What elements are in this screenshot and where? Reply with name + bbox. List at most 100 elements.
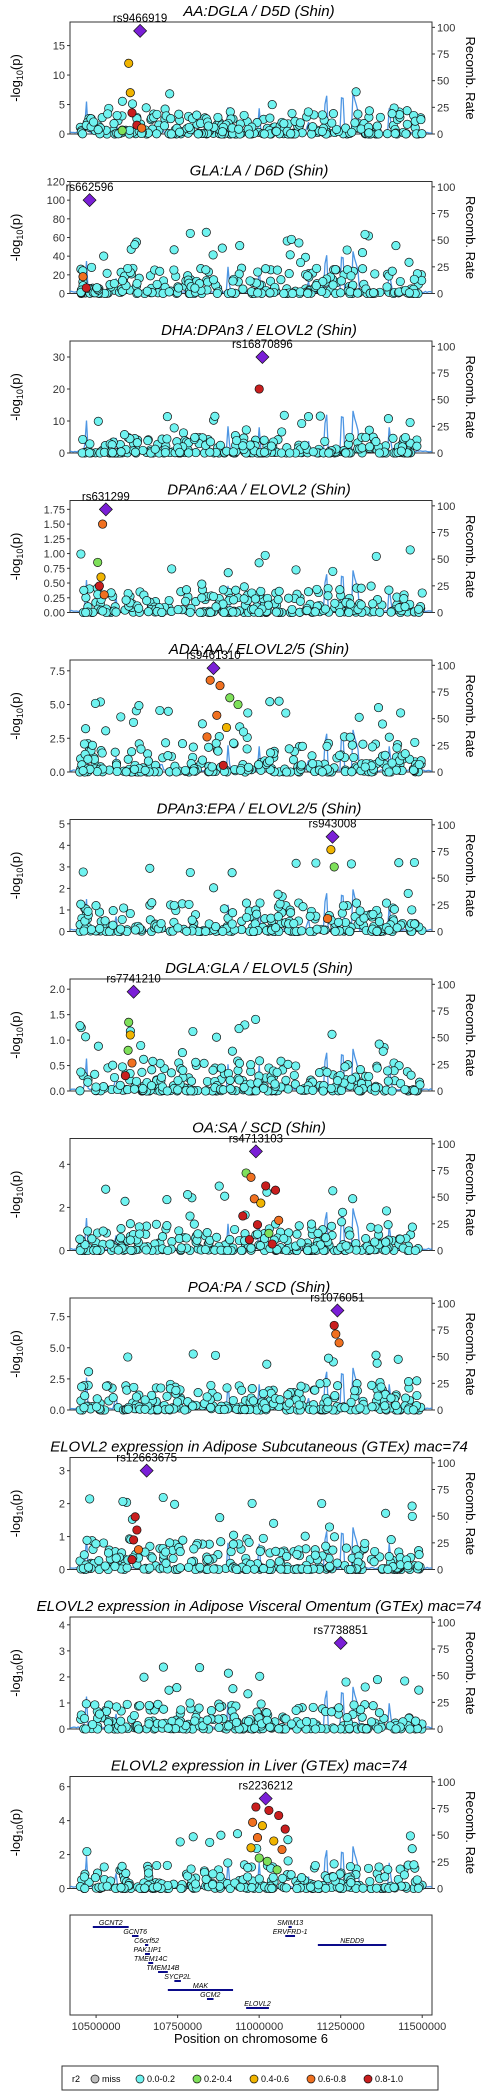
snp-point	[239, 594, 249, 604]
snp-point	[208, 1880, 218, 1890]
snp-point	[297, 741, 308, 751]
snp-point	[350, 1386, 360, 1396]
snp-point	[243, 1872, 253, 1882]
snp-point	[183, 1190, 193, 1200]
y-tick-label: 3	[59, 862, 65, 874]
recomb-tick-label: 50	[437, 395, 449, 407]
snp-point	[181, 585, 192, 595]
snp-point	[188, 1026, 198, 1037]
snp-point	[375, 607, 385, 617]
snp-point	[287, 108, 297, 118]
snp-point	[255, 1056, 265, 1066]
snp-point	[371, 1350, 381, 1360]
snp-point	[165, 1538, 175, 1548]
snp-point	[218, 585, 228, 595]
snp-point	[292, 1229, 302, 1239]
y-tick-label: 0	[59, 927, 65, 939]
snp-point	[372, 1358, 382, 1368]
snp-point	[370, 1546, 380, 1557]
snp-point	[182, 926, 192, 936]
snp-point	[283, 1390, 293, 1400]
snp-point	[328, 1545, 338, 1555]
snp-point	[164, 595, 174, 606]
snp-point	[90, 698, 100, 708]
snp-point	[383, 1076, 393, 1086]
snp-point	[169, 265, 179, 275]
snp-point	[208, 591, 219, 602]
snp-point	[144, 1719, 154, 1729]
snp-point	[361, 432, 371, 443]
recomb-tick-label: 100	[437, 1139, 455, 1151]
snp-point	[192, 110, 202, 120]
snp-point	[239, 110, 249, 120]
snp-point	[122, 1563, 132, 1573]
snp-point	[383, 414, 393, 424]
gene-label: SMIM13	[277, 1920, 303, 1927]
snp-point	[387, 758, 397, 768]
snp-point	[265, 756, 275, 766]
snp-point	[321, 1541, 331, 1551]
snp-point	[241, 425, 251, 435]
snp-point	[381, 1245, 391, 1255]
snp-point	[345, 287, 355, 297]
snp-point	[311, 858, 321, 868]
snp-point	[322, 741, 332, 751]
y-tick-label: 0.0	[50, 1086, 65, 1098]
snp-point-ld	[96, 572, 106, 582]
snp-point	[254, 760, 264, 770]
snp-point	[87, 262, 97, 272]
snp-point	[148, 1056, 158, 1066]
snp-point	[369, 1557, 379, 1567]
snp-point	[184, 122, 194, 132]
snp-point	[409, 274, 419, 284]
y-tick-label: 0.0	[50, 767, 65, 779]
snp-point	[317, 126, 327, 136]
recomb-axis-label: Recomb. Rate	[463, 1631, 478, 1714]
snp-point	[239, 582, 249, 592]
snp-point	[374, 917, 384, 927]
snp-point	[272, 1067, 282, 1077]
snp-point	[281, 708, 291, 718]
snp-point	[92, 283, 102, 293]
gene-label: MAK	[193, 1983, 209, 1990]
snp-point	[361, 1724, 371, 1734]
snp-point	[333, 1381, 343, 1391]
snp-point	[235, 241, 245, 251]
snp-point	[284, 593, 294, 603]
snp-point	[374, 1039, 384, 1049]
snp-point	[295, 596, 305, 606]
snp-point	[200, 1244, 210, 1255]
snp-point	[334, 1703, 344, 1713]
snp-point	[79, 585, 89, 595]
snp-point	[308, 759, 318, 769]
snp-point	[108, 920, 118, 930]
snp-point	[75, 1245, 85, 1256]
snp-point	[195, 1562, 205, 1572]
snp-point	[228, 1539, 238, 1549]
snp-point	[323, 1397, 333, 1407]
recomb-tick-label: 0	[437, 767, 443, 779]
snp-point	[152, 109, 162, 119]
snp-point	[219, 607, 229, 618]
recomb-tick-label: 25	[437, 581, 449, 593]
y-tick-label: 5.0	[50, 1343, 65, 1355]
snp-point	[403, 1561, 413, 1571]
panel-title: ELOVL2 expression in Adipose Visceral Om…	[37, 1598, 482, 1615]
snp-point	[166, 1068, 176, 1078]
snp-point	[364, 425, 374, 435]
x-tick-label: 10750000	[153, 2021, 202, 2033]
snp-point	[199, 1058, 209, 1068]
snp-point	[135, 1701, 145, 1711]
snp-point-ld	[125, 1030, 135, 1040]
snp-point-ld	[252, 1220, 263, 1230]
panel-3: DHA:DPAn3 / ELOVL2 (Shin)rs16870896 0 10 20…	[8, 322, 478, 460]
snp-point	[143, 607, 153, 617]
snp-point	[195, 1663, 205, 1673]
panel-title: AA:DGLA / D5D (Shin)	[182, 3, 334, 20]
snp-point	[119, 903, 129, 913]
snp-point	[265, 748, 276, 758]
recomb-tick-label: 75	[437, 368, 449, 380]
snp-point	[266, 441, 276, 451]
y-tick-label: 0	[59, 448, 65, 460]
